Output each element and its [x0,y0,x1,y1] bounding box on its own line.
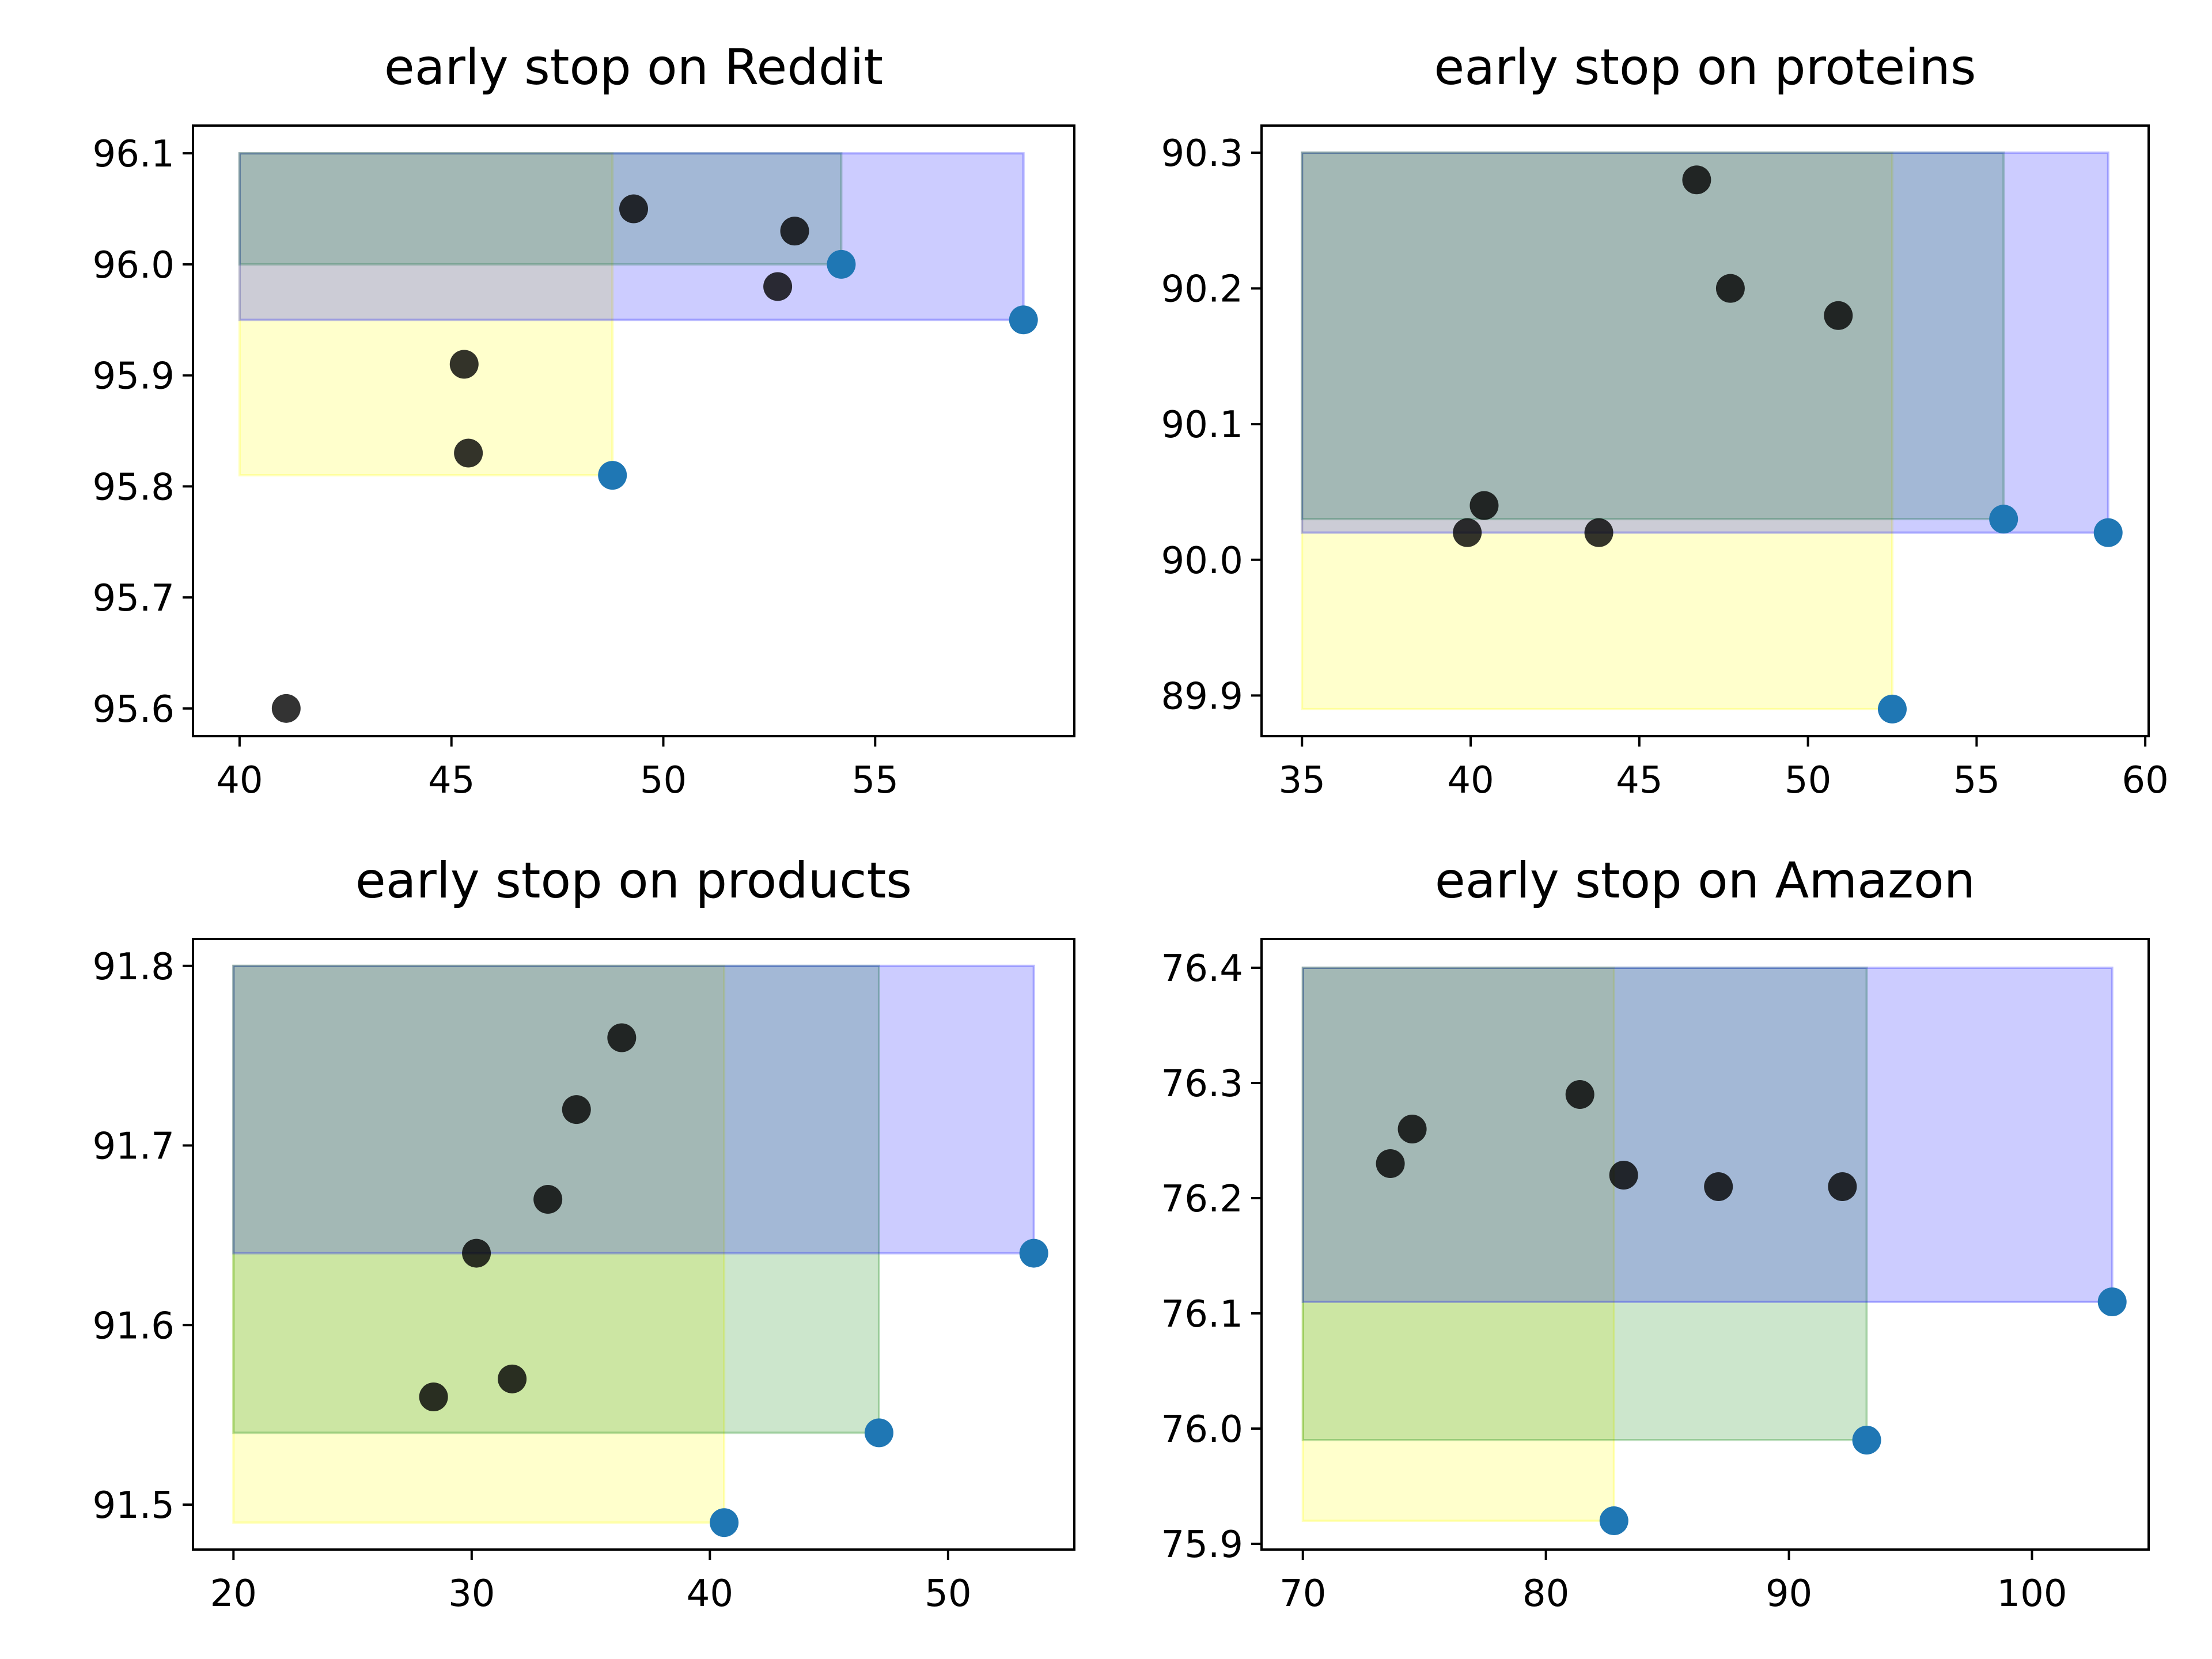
y-tick-label: 90.2 [1161,268,1244,311]
trial-point [1565,1080,1594,1109]
trial-point [454,438,483,468]
subplot-title: early stop on products [355,852,912,910]
dominated-region-blue [232,964,1035,1255]
y-tick-label: 91.8 [93,946,175,988]
x-tick-label: 45 [1616,759,1662,802]
frontier-point [710,1508,739,1537]
trial-point [1453,518,1482,547]
frontier-point [1019,1238,1048,1268]
y-tick-label: 75.9 [1161,1524,1244,1566]
trial-point [419,1382,448,1411]
y-tick-label: 90.1 [1161,404,1244,446]
trial-point [607,1023,637,1052]
x-tick-label: 55 [852,759,899,802]
y-tick-label: 89.9 [1161,675,1244,718]
trial-point [498,1364,527,1393]
frontier-point [1877,694,1907,724]
x-tick-label: 30 [448,1573,495,1615]
y-tick-label: 95.9 [93,355,175,398]
axes-frame [192,124,1075,737]
x-tick-label: 50 [640,759,687,802]
frontier-point [864,1418,893,1448]
subplot-3: early stop on products 20 30 40 50 91.5 91.6 91… [93,852,1075,1615]
x-tick-label: 70 [1279,1573,1326,1615]
x-tick-label: 40 [1447,759,1494,802]
trial-point [271,694,301,723]
subplot-4: early stop on Amazon 70 80 90 100 75.9 76.0 76.… [1161,852,2150,1615]
y-tick-label: 91.6 [93,1305,175,1347]
trial-point [1469,491,1499,520]
y-tick-label: 95.6 [93,688,175,731]
y-tick-label: 76.0 [1161,1408,1244,1451]
x-tick-label: 90 [1766,1573,1812,1615]
trial-point [1824,301,1853,330]
trial-point [1715,274,1745,303]
dominated-region-green [1301,151,2005,521]
subplot-title: early stop on Amazon [1435,852,1975,910]
y-tick-label: 96.1 [93,133,175,176]
trial-point [562,1095,591,1124]
trial-point [533,1185,563,1214]
x-tick-label: 50 [925,1573,971,1615]
y-tick-label: 91.5 [93,1484,175,1527]
x-tick-label: 55 [1953,759,2000,802]
trial-point [1704,1172,1733,1201]
x-tick-label: 40 [687,1573,733,1615]
frontier-point [1009,305,1038,335]
trial-point [1828,1172,1857,1201]
subplot-title: early stop on proteins [1434,39,1976,96]
x-tick-label: 35 [1279,759,1325,802]
dominated-region-yellow [1301,151,1893,710]
x-tick-label: 100 [1997,1573,2067,1615]
trial-point [1376,1149,1405,1178]
frontier-point [2097,1287,2127,1316]
dominated-region-green [238,152,843,266]
axes-frame [1260,938,2150,1551]
dominated-region-yellow [1301,967,1615,1522]
trial-point [1584,518,1613,547]
dominated-region-green [1301,967,1868,1441]
y-tick-label: 90.3 [1161,132,1244,175]
trial-point [780,217,809,246]
axes-frame [192,938,1075,1551]
y-tick-label: 90.0 [1161,540,1244,582]
x-tick-label: 20 [210,1573,257,1615]
trial-point [619,194,648,224]
x-tick-label: 80 [1522,1573,1569,1615]
y-tick-label: 91.7 [93,1126,175,1168]
y-tick-label: 95.7 [93,577,175,620]
y-tick-label: 96.0 [93,244,175,287]
y-tick-label: 76.3 [1161,1063,1244,1105]
subplot-title: early stop on Reddit [384,39,883,96]
x-tick-label: 40 [216,759,263,802]
frontier-point [1852,1426,1881,1455]
dominated-region-blue [1301,151,2109,534]
x-tick-label: 60 [2122,759,2168,802]
trial-point [1609,1161,1638,1190]
trial-point [449,350,479,379]
x-tick-label: 45 [428,759,475,802]
trial-point [462,1238,491,1268]
x-tick-label: 50 [1785,759,1831,802]
trial-point [1682,165,1711,195]
subplot-1: early stop on Reddit 40 45 50 55 95.6 95.7 95.8… [93,39,1075,802]
subplot-2: early stop on proteins 35 40 45 50 55 60 89.9 90… [1161,39,2169,802]
dominated-region-blue [1301,967,2113,1303]
y-tick-label: 76.4 [1161,948,1244,990]
y-tick-label: 95.8 [93,466,175,509]
frontier-point [2093,518,2123,547]
frontier-point [1599,1506,1628,1535]
axes-frame [1260,124,2150,737]
trial-point [763,272,793,301]
dominated-region-yellow [238,152,614,477]
dominated-region-blue [238,152,1025,321]
trial-point [1397,1115,1427,1143]
frontier-point [598,461,627,490]
y-tick-label: 76.1 [1161,1293,1244,1336]
frontier-point [1989,505,2018,534]
frontier-point [827,249,856,279]
y-tick-label: 76.2 [1161,1178,1244,1221]
